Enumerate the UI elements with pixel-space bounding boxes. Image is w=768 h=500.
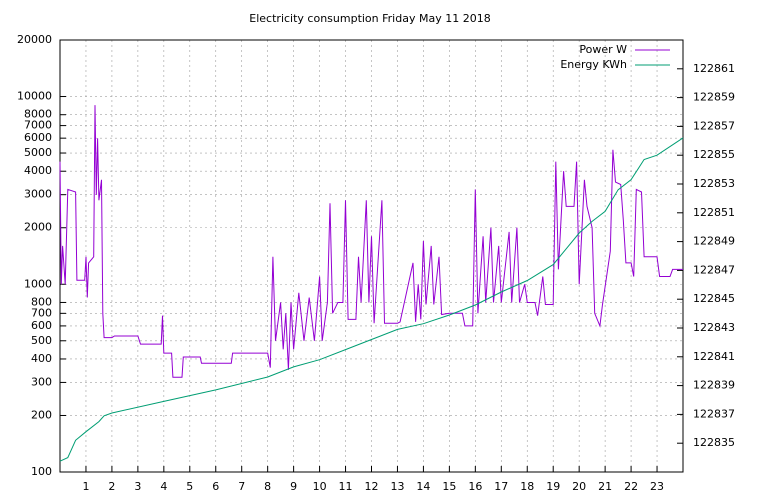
series-line bbox=[59, 105, 683, 378]
y2-tick-label: 122859 bbox=[693, 91, 735, 104]
x-tick-label: 11 bbox=[339, 480, 353, 493]
x-tick-label: 12 bbox=[365, 480, 379, 493]
x-tick-label: 5 bbox=[186, 480, 193, 493]
y2-tick-label: 122835 bbox=[693, 436, 735, 449]
y-tick-label: 1000 bbox=[24, 277, 52, 290]
x-tick-label: 9 bbox=[290, 480, 297, 493]
chart-title: Electricity consumption Friday May 11 20… bbox=[249, 12, 490, 25]
y-tick-label: 5000 bbox=[24, 146, 52, 159]
y2-tick-label: 122837 bbox=[693, 407, 735, 420]
x-tick-label: 1 bbox=[82, 480, 89, 493]
y2-tick-label: 122839 bbox=[693, 379, 735, 392]
x-tick-label: 21 bbox=[598, 480, 612, 493]
y2-tick-label: 122861 bbox=[693, 62, 735, 75]
series-line bbox=[59, 137, 684, 462]
x-tick-label: 3 bbox=[134, 480, 141, 493]
legend-label: Power W bbox=[579, 43, 627, 56]
x-tick-label: 17 bbox=[494, 480, 508, 493]
x-tick-label: 10 bbox=[313, 480, 327, 493]
x-tick-label: 7 bbox=[238, 480, 245, 493]
y-tick-label: 700 bbox=[31, 306, 52, 319]
plot-frame bbox=[59, 39, 684, 473]
x-tick-label: 13 bbox=[390, 480, 404, 493]
y2-tick-label: 122857 bbox=[693, 119, 735, 132]
x-tick-label: 4 bbox=[160, 480, 167, 493]
y-tick-label: 3000 bbox=[24, 188, 52, 201]
x-tick-label: 8 bbox=[264, 480, 271, 493]
y-tick-label: 7000 bbox=[24, 119, 52, 132]
y2-tick-label: 122843 bbox=[693, 321, 735, 334]
y2-tick-label: 122847 bbox=[693, 263, 735, 276]
y-tick-label: 600 bbox=[31, 319, 52, 332]
x-tick-label: 20 bbox=[572, 480, 586, 493]
x-tick-label: 18 bbox=[520, 480, 534, 493]
y-tick-label: 500 bbox=[31, 334, 52, 347]
x-tick-label: 22 bbox=[624, 480, 638, 493]
y-tick-label: 200 bbox=[31, 408, 52, 421]
x-tick-label: 15 bbox=[442, 480, 456, 493]
y2-tick-label: 122855 bbox=[693, 148, 735, 161]
y-tick-label: 400 bbox=[31, 352, 52, 365]
x-tick-label: 2 bbox=[108, 480, 115, 493]
y-tick-label: 6000 bbox=[24, 131, 52, 144]
y2-tick-label: 122853 bbox=[693, 177, 735, 190]
y2-tick-label: 122841 bbox=[693, 350, 735, 363]
y-tick-label: 20000 bbox=[17, 33, 52, 46]
y-tick-label: 300 bbox=[31, 375, 52, 388]
x-tick-label: 19 bbox=[546, 480, 560, 493]
y-tick-label: 100 bbox=[31, 465, 52, 478]
y-tick-label: 800 bbox=[31, 295, 52, 308]
x-tick-label: 6 bbox=[212, 480, 219, 493]
y2-tick-label: 122845 bbox=[693, 292, 735, 305]
y-tick-label: 8000 bbox=[24, 108, 52, 121]
x-tick-label: 23 bbox=[650, 480, 664, 493]
x-tick-label: 16 bbox=[468, 480, 482, 493]
y2-tick-label: 122851 bbox=[693, 206, 735, 219]
y-tick-label: 10000 bbox=[17, 90, 52, 103]
x-tick-label: 14 bbox=[416, 480, 430, 493]
y-tick-label: 4000 bbox=[24, 164, 52, 177]
y2-tick-label: 122849 bbox=[693, 235, 735, 248]
y-tick-label: 2000 bbox=[24, 221, 52, 234]
legend-label: Energy KWh bbox=[560, 58, 627, 71]
